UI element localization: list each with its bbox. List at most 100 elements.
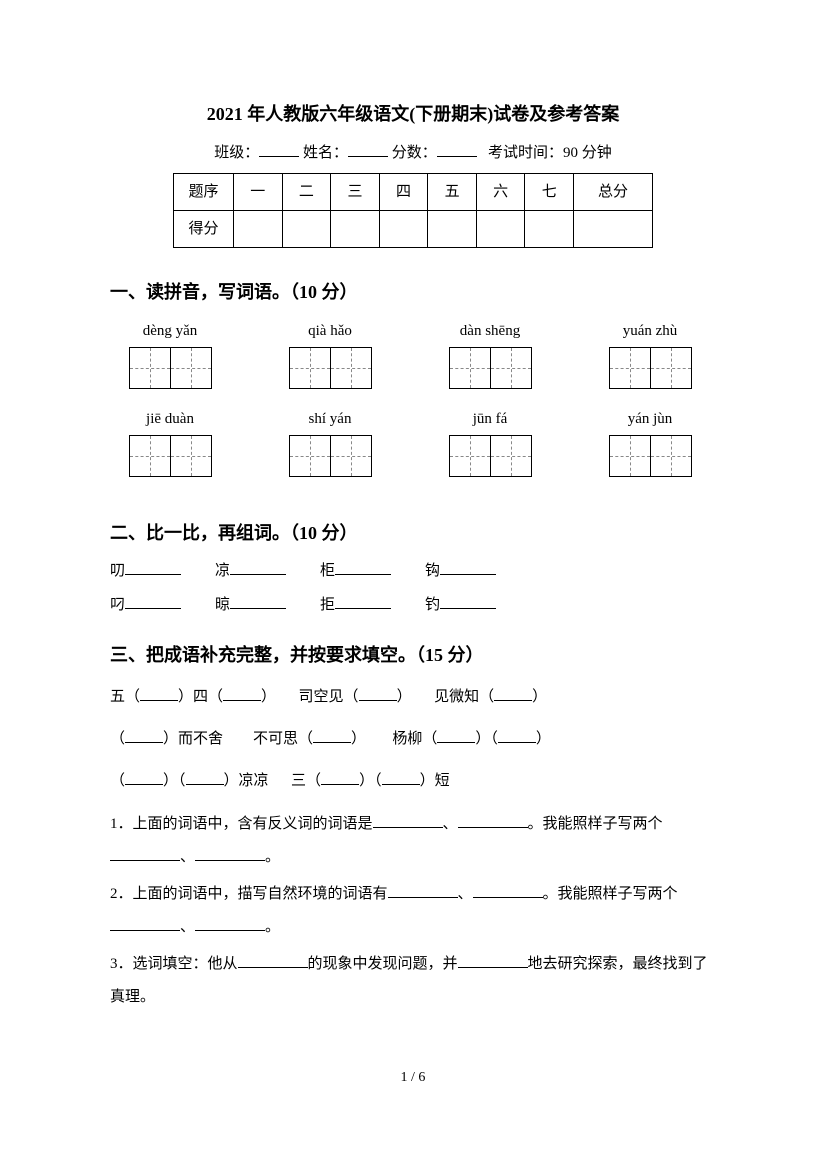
score-cell[interactable] [525, 210, 574, 247]
pinyin-item: yuán zhù [590, 319, 710, 389]
char-box[interactable] [490, 347, 532, 389]
idiom-blank[interactable] [223, 686, 261, 701]
idiom-blank[interactable] [313, 728, 351, 743]
idiom-line: 五（）四（） 司空见（） 见微知（） [110, 682, 716, 712]
char-box[interactable] [330, 347, 372, 389]
char-box[interactable] [650, 347, 692, 389]
col-header: 一 [234, 173, 283, 210]
q-text: 。 [265, 849, 280, 865]
score-cell[interactable] [331, 210, 380, 247]
row-label: 得分 [174, 210, 234, 247]
idiom-blank[interactable] [498, 728, 536, 743]
pinyin-text: dàn shēng [430, 319, 550, 343]
q-text: 、 [180, 919, 195, 935]
compare-row: 叼 晾 拒 钓 [110, 593, 716, 617]
page-title: 2021 年人教版六年级语文(下册期末)试卷及参考答案 [110, 100, 716, 129]
col-header: 二 [282, 173, 331, 210]
char-box[interactable] [129, 347, 171, 389]
idiom-text: 司空见（ [299, 689, 359, 705]
compare-char: 柜 [320, 559, 335, 583]
score-cell[interactable] [234, 210, 283, 247]
answer-blank[interactable] [458, 953, 528, 968]
char-box[interactable] [170, 435, 212, 477]
pinyin-item: qià hǎo [270, 319, 390, 389]
word-blank[interactable] [230, 560, 286, 575]
compare-char: 叨 [110, 559, 125, 583]
answer-blank[interactable] [195, 916, 265, 931]
word-blank[interactable] [125, 594, 181, 609]
idiom-blank[interactable] [140, 686, 178, 701]
char-box[interactable] [650, 435, 692, 477]
word-blank[interactable] [335, 594, 391, 609]
answer-blank[interactable] [238, 953, 308, 968]
table-row: 得分 [174, 210, 653, 247]
pinyin-text: yuán zhù [590, 319, 710, 343]
q-text: 、 [443, 816, 458, 832]
idiom-text: ）四（ [178, 689, 223, 705]
col-header: 四 [379, 173, 428, 210]
answer-blank[interactable] [473, 883, 543, 898]
word-blank[interactable] [440, 594, 496, 609]
idiom-text: ）（ [475, 731, 498, 747]
idiom-blank[interactable] [125, 770, 163, 785]
idiom-text: ）而不舍 [163, 731, 223, 747]
class-label: 班级： [214, 145, 259, 161]
word-blank[interactable] [440, 560, 496, 575]
char-box[interactable] [170, 347, 212, 389]
score-cell[interactable] [379, 210, 428, 247]
q-text: 3．选词填空：他从 [110, 956, 238, 972]
pinyin-item: dèng yǎn [110, 319, 230, 389]
section1-title: 一、读拼音，写词语。（10 分） [110, 278, 716, 307]
answer-blank[interactable] [110, 846, 180, 861]
char-box[interactable] [609, 435, 651, 477]
col-header: 总分 [574, 173, 653, 210]
idiom-blank[interactable] [186, 770, 224, 785]
answer-blank[interactable] [110, 916, 180, 931]
col-header: 三 [331, 173, 380, 210]
sub-question-2: 2．上面的词语中，描写自然环境的词语有、。我能照样子写两个、。 [110, 878, 716, 944]
idiom-blank[interactable] [321, 770, 359, 785]
name-label: 姓名： [303, 145, 348, 161]
idiom-text: 杨柳（ [392, 731, 437, 747]
char-box[interactable] [330, 435, 372, 477]
name-blank[interactable] [348, 142, 388, 157]
char-box[interactable] [449, 435, 491, 477]
idiom-text: 不可思（ [253, 731, 313, 747]
idiom-text: ） [351, 731, 366, 747]
score-blank[interactable] [437, 142, 477, 157]
char-box[interactable] [289, 435, 331, 477]
idiom-blank[interactable] [494, 686, 532, 701]
word-blank[interactable] [125, 560, 181, 575]
char-box[interactable] [609, 347, 651, 389]
char-box[interactable] [490, 435, 532, 477]
class-blank[interactable] [259, 142, 299, 157]
answer-blank[interactable] [373, 813, 443, 828]
pinyin-grid: dèng yǎn qià hǎo dàn shēng yuán zhù jiē … [110, 319, 716, 495]
idiom-blank[interactable] [125, 728, 163, 743]
score-cell[interactable] [282, 210, 331, 247]
answer-blank[interactable] [388, 883, 458, 898]
answer-blank[interactable] [195, 846, 265, 861]
score-cell[interactable] [476, 210, 525, 247]
word-blank[interactable] [335, 560, 391, 575]
row-label: 题序 [174, 173, 234, 210]
pinyin-item: jiē duàn [110, 407, 230, 477]
score-cell[interactable] [428, 210, 477, 247]
idiom-text: ）短 [420, 773, 450, 789]
section2-title: 二、比一比，再组词。（10 分） [110, 519, 716, 548]
answer-blank[interactable] [458, 813, 528, 828]
page-number: 1 / 6 [110, 1067, 716, 1089]
word-blank[interactable] [230, 594, 286, 609]
col-header: 七 [525, 173, 574, 210]
score-cell[interactable] [574, 210, 653, 247]
char-box[interactable] [129, 435, 171, 477]
char-box[interactable] [289, 347, 331, 389]
idiom-text: 五（ [110, 689, 140, 705]
q-text: 。 [265, 919, 280, 935]
idiom-blank[interactable] [437, 728, 475, 743]
idiom-blank[interactable] [359, 686, 397, 701]
pinyin-text: yán jùn [590, 407, 710, 431]
idiom-blank[interactable] [382, 770, 420, 785]
char-box[interactable] [449, 347, 491, 389]
pinyin-item: shí yán [270, 407, 390, 477]
